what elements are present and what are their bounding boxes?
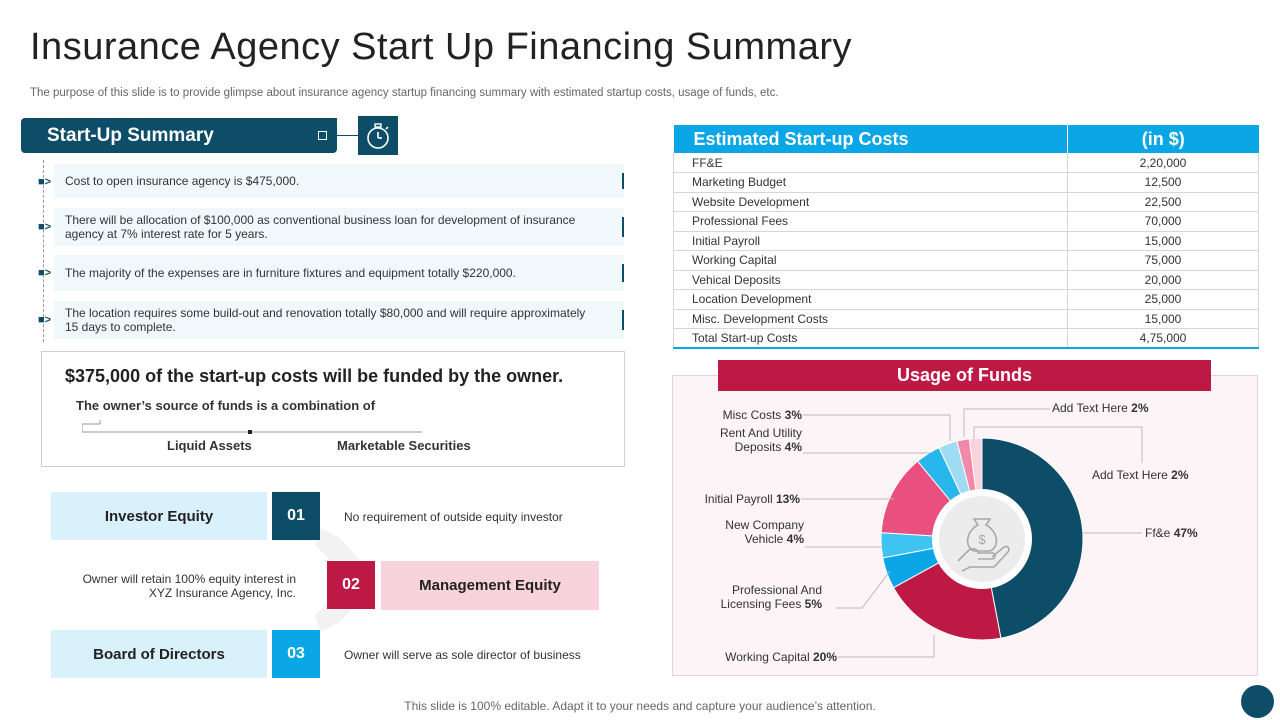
- stopwatch-icon: [358, 116, 398, 155]
- pie-leader-line: [803, 414, 951, 441]
- table-row: Working Capital 75,000: [673, 250, 1259, 271]
- pie-label: Professional And Licensing Fees 5%: [721, 583, 823, 611]
- money-hand-icon: $: [957, 518, 1010, 572]
- cost-amount: 15,000: [1067, 309, 1259, 329]
- funding-headline: $375,000 of the start-up costs will be f…: [65, 366, 564, 386]
- pie-label: New Company Vehicle 4%: [725, 518, 804, 546]
- fund-source-liquid-assets: Liquid Assets: [167, 438, 252, 453]
- pie-label: Initial Payroll 13%: [705, 492, 801, 506]
- page-subtitle: The purpose of this slide is to provide …: [30, 87, 779, 99]
- arrow-icon: ■>: [38, 314, 52, 326]
- cost-item: Initial Payroll: [673, 231, 1068, 251]
- pie-leader-line: [838, 635, 935, 658]
- cost-item: Professional Fees: [673, 211, 1068, 232]
- table-row: FF&E 2,20,000: [673, 153, 1259, 173]
- pie-label: Rent And Utility Deposits 4%: [720, 426, 802, 454]
- table-row: Misc. Development Costs 15,000: [673, 309, 1259, 329]
- pie-leader-line: [963, 408, 1050, 437]
- page-title: Insurance Agency Start Up Financing Summ…: [30, 26, 852, 68]
- footer-note: This slide is 100% editable. Adapt it to…: [404, 699, 876, 713]
- funding-subtext: The owner’s source of funds is a combina…: [76, 398, 376, 413]
- summary-bullet: Cost to open insurance agency is $475,00…: [54, 164, 624, 198]
- corner-decoration: [1241, 685, 1274, 718]
- table-header-amount: (in $): [1067, 125, 1259, 153]
- equity-number-03: 03: [272, 630, 320, 678]
- table-header-row: Estimated Start-up Costs (in $): [673, 125, 1259, 153]
- pie-label: Ff&e 47%: [1145, 526, 1198, 540]
- table-row: Vehical Deposits 20,000: [673, 270, 1259, 290]
- pie-leader-line: [973, 426, 1143, 463]
- cost-amount: 25,000: [1067, 289, 1259, 310]
- cost-item: Location Development: [673, 289, 1068, 310]
- summary-bullet: The location requires some build-out and…: [54, 301, 624, 339]
- connector-line: [328, 135, 358, 136]
- management-equity-desc: Owner will retain 100% equity interest i…: [82, 572, 296, 600]
- pie-label: Working Capital 20%: [725, 650, 837, 664]
- cost-amount: 75,000: [1067, 250, 1259, 271]
- arrow-icon: ■>: [38, 221, 52, 233]
- cost-item: Vehical Deposits: [673, 270, 1068, 290]
- equity-number-01: 01: [272, 492, 320, 540]
- investor-equity-desc: No requirement of outside equity investo…: [344, 510, 563, 524]
- cost-item: Working Capital: [673, 250, 1068, 271]
- usage-of-funds-pie-chart: $ Misc Costs 3% Add Text Here 2% Rent And U…: [705, 401, 1198, 664]
- pie-slice: [981, 437, 1084, 639]
- arrow-icon: ■>: [38, 176, 52, 188]
- management-equity-label: Management Equity: [381, 561, 599, 610]
- table-row: Location Development 25,000: [673, 289, 1259, 310]
- connector-square: [318, 131, 327, 140]
- startup-costs-table: Estimated Start-up Costs (in $) FF&E 2,20…: [673, 125, 1259, 349]
- table-row: Initial Payroll 15,000: [673, 231, 1259, 251]
- cost-item: Total Start-up Costs: [673, 328, 1068, 349]
- cost-amount: 12,500: [1067, 172, 1259, 193]
- cost-amount: 15,000: [1067, 231, 1259, 251]
- table-row: Professional Fees 70,000: [673, 211, 1259, 232]
- investor-equity-label: Investor Equity: [51, 492, 267, 540]
- equity-number-02: 02: [327, 561, 375, 609]
- funding-tree-lines: [82, 420, 422, 434]
- cost-item: FF&E: [673, 153, 1068, 173]
- usage-of-funds-header: Usage of Funds: [718, 360, 1211, 391]
- cost-amount: 20,000: [1067, 270, 1259, 290]
- pie-label: Misc Costs 3%: [723, 408, 803, 422]
- pie-label: Add Text Here 2%: [1092, 468, 1189, 482]
- svg-text:$: $: [978, 532, 986, 547]
- pie-center-disc: [939, 496, 1025, 582]
- pie-label: Add Text Here 2%: [1052, 401, 1149, 415]
- cost-item: Misc. Development Costs: [673, 309, 1068, 329]
- summary-bullet: There will be allocation of $100,000 as …: [54, 208, 624, 246]
- fund-source-marketable-securities: Marketable Securities: [337, 438, 471, 453]
- cost-amount: 2,20,000: [1067, 153, 1259, 173]
- pie-leader-line: [836, 570, 891, 609]
- table-header-item: Estimated Start-up Costs: [673, 125, 1068, 153]
- table-row: Total Start-up Costs 4,75,000: [673, 328, 1259, 349]
- bullet-timeline: [43, 160, 44, 342]
- board-of-directors-label: Board of Directors: [51, 630, 267, 678]
- cost-amount: 22,500: [1067, 192, 1259, 212]
- cost-item: Website Development: [673, 192, 1068, 212]
- table-row: Marketing Budget 12,500: [673, 172, 1259, 193]
- table-row: Website Development 22,500: [673, 192, 1259, 212]
- summary-bullet: The majority of the expenses are in furn…: [54, 255, 624, 291]
- owner-funding-box: $375,000 of the start-up costs will be f…: [41, 351, 625, 467]
- cost-amount: 70,000: [1067, 211, 1259, 232]
- cost-amount: 4,75,000: [1067, 328, 1259, 349]
- arrow-icon: ■>: [38, 267, 52, 279]
- startup-summary-header: Start-Up Summary: [21, 118, 337, 153]
- board-of-directors-desc: Owner will serve as sole director of bus…: [344, 648, 581, 662]
- cost-item: Marketing Budget: [673, 172, 1068, 193]
